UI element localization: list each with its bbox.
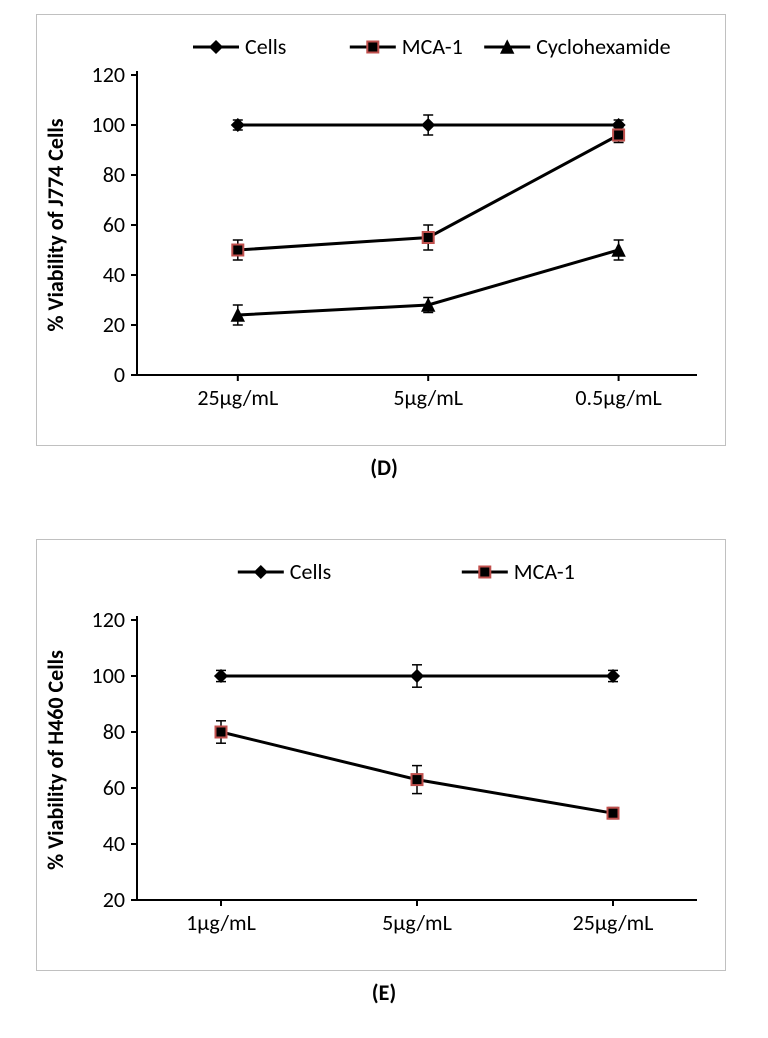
svg-text:20: 20 — [103, 311, 125, 338]
svg-text:40: 40 — [103, 261, 125, 288]
svg-text:100: 100 — [92, 111, 125, 138]
page: 0 20 40 60 80 100 120 25µg/mL 5µg/mL 0.5µg/mL % Vi… — [0, 0, 768, 1038]
chart-e-panel: 20 40 60 80 100 120 1µg/mL 5µg/mL 25µg/mL % Viabi… — [36, 539, 726, 971]
chart-d-label: D — [377, 454, 391, 481]
svg-text:0: 0 — [114, 361, 125, 388]
svg-text:Cyclohexamide: Cyclohexamide — [536, 33, 670, 60]
svg-text:MCA-1: MCA-1 — [514, 558, 575, 585]
svg-text:25µg/mL: 25µg/mL — [573, 909, 654, 936]
svg-text:100: 100 — [92, 662, 125, 689]
svg-text:0.5µg/mL: 0.5µg/mL — [575, 384, 661, 411]
svg-text:5µg/mL: 5µg/mL — [393, 384, 463, 411]
svg-text:MCA-1: MCA-1 — [402, 33, 463, 60]
svg-text:Cells: Cells — [290, 558, 331, 585]
svg-text:1µg/mL: 1µg/mL — [186, 909, 256, 936]
svg-text:120: 120 — [92, 61, 125, 88]
svg-text:60: 60 — [103, 211, 125, 238]
svg-text:Cells: Cells — [245, 33, 286, 60]
svg-text:60: 60 — [103, 774, 125, 801]
chart-e-caption: (E) — [36, 979, 732, 1006]
chart-d-caption: (D) — [36, 454, 732, 481]
chart-d-panel: 0 20 40 60 80 100 120 25µg/mL 5µg/mL 0.5µg/mL % Vi… — [36, 14, 726, 446]
svg-text:% Viability of J774 Cells: % Viability of J774 Cells — [42, 118, 69, 331]
svg-text:5µg/mL: 5µg/mL — [382, 909, 452, 936]
svg-text:% Viability of H460 Cells: % Viability of H460 Cells — [42, 650, 69, 870]
chart-d-svg: 0 20 40 60 80 100 120 25µg/mL 5µg/mL 0.5µg/mL % Vi… — [37, 15, 727, 447]
chart-e-label: E — [379, 979, 390, 1006]
svg-text:25µg/mL: 25µg/mL — [197, 384, 278, 411]
svg-text:40: 40 — [103, 830, 125, 857]
svg-text:120: 120 — [92, 606, 125, 633]
svg-text:80: 80 — [103, 161, 125, 188]
chart-e-svg: 20 40 60 80 100 120 1µg/mL 5µg/mL 25µg/mL % Viabi… — [37, 540, 727, 972]
svg-text:80: 80 — [103, 718, 125, 745]
svg-text:20: 20 — [103, 886, 125, 913]
